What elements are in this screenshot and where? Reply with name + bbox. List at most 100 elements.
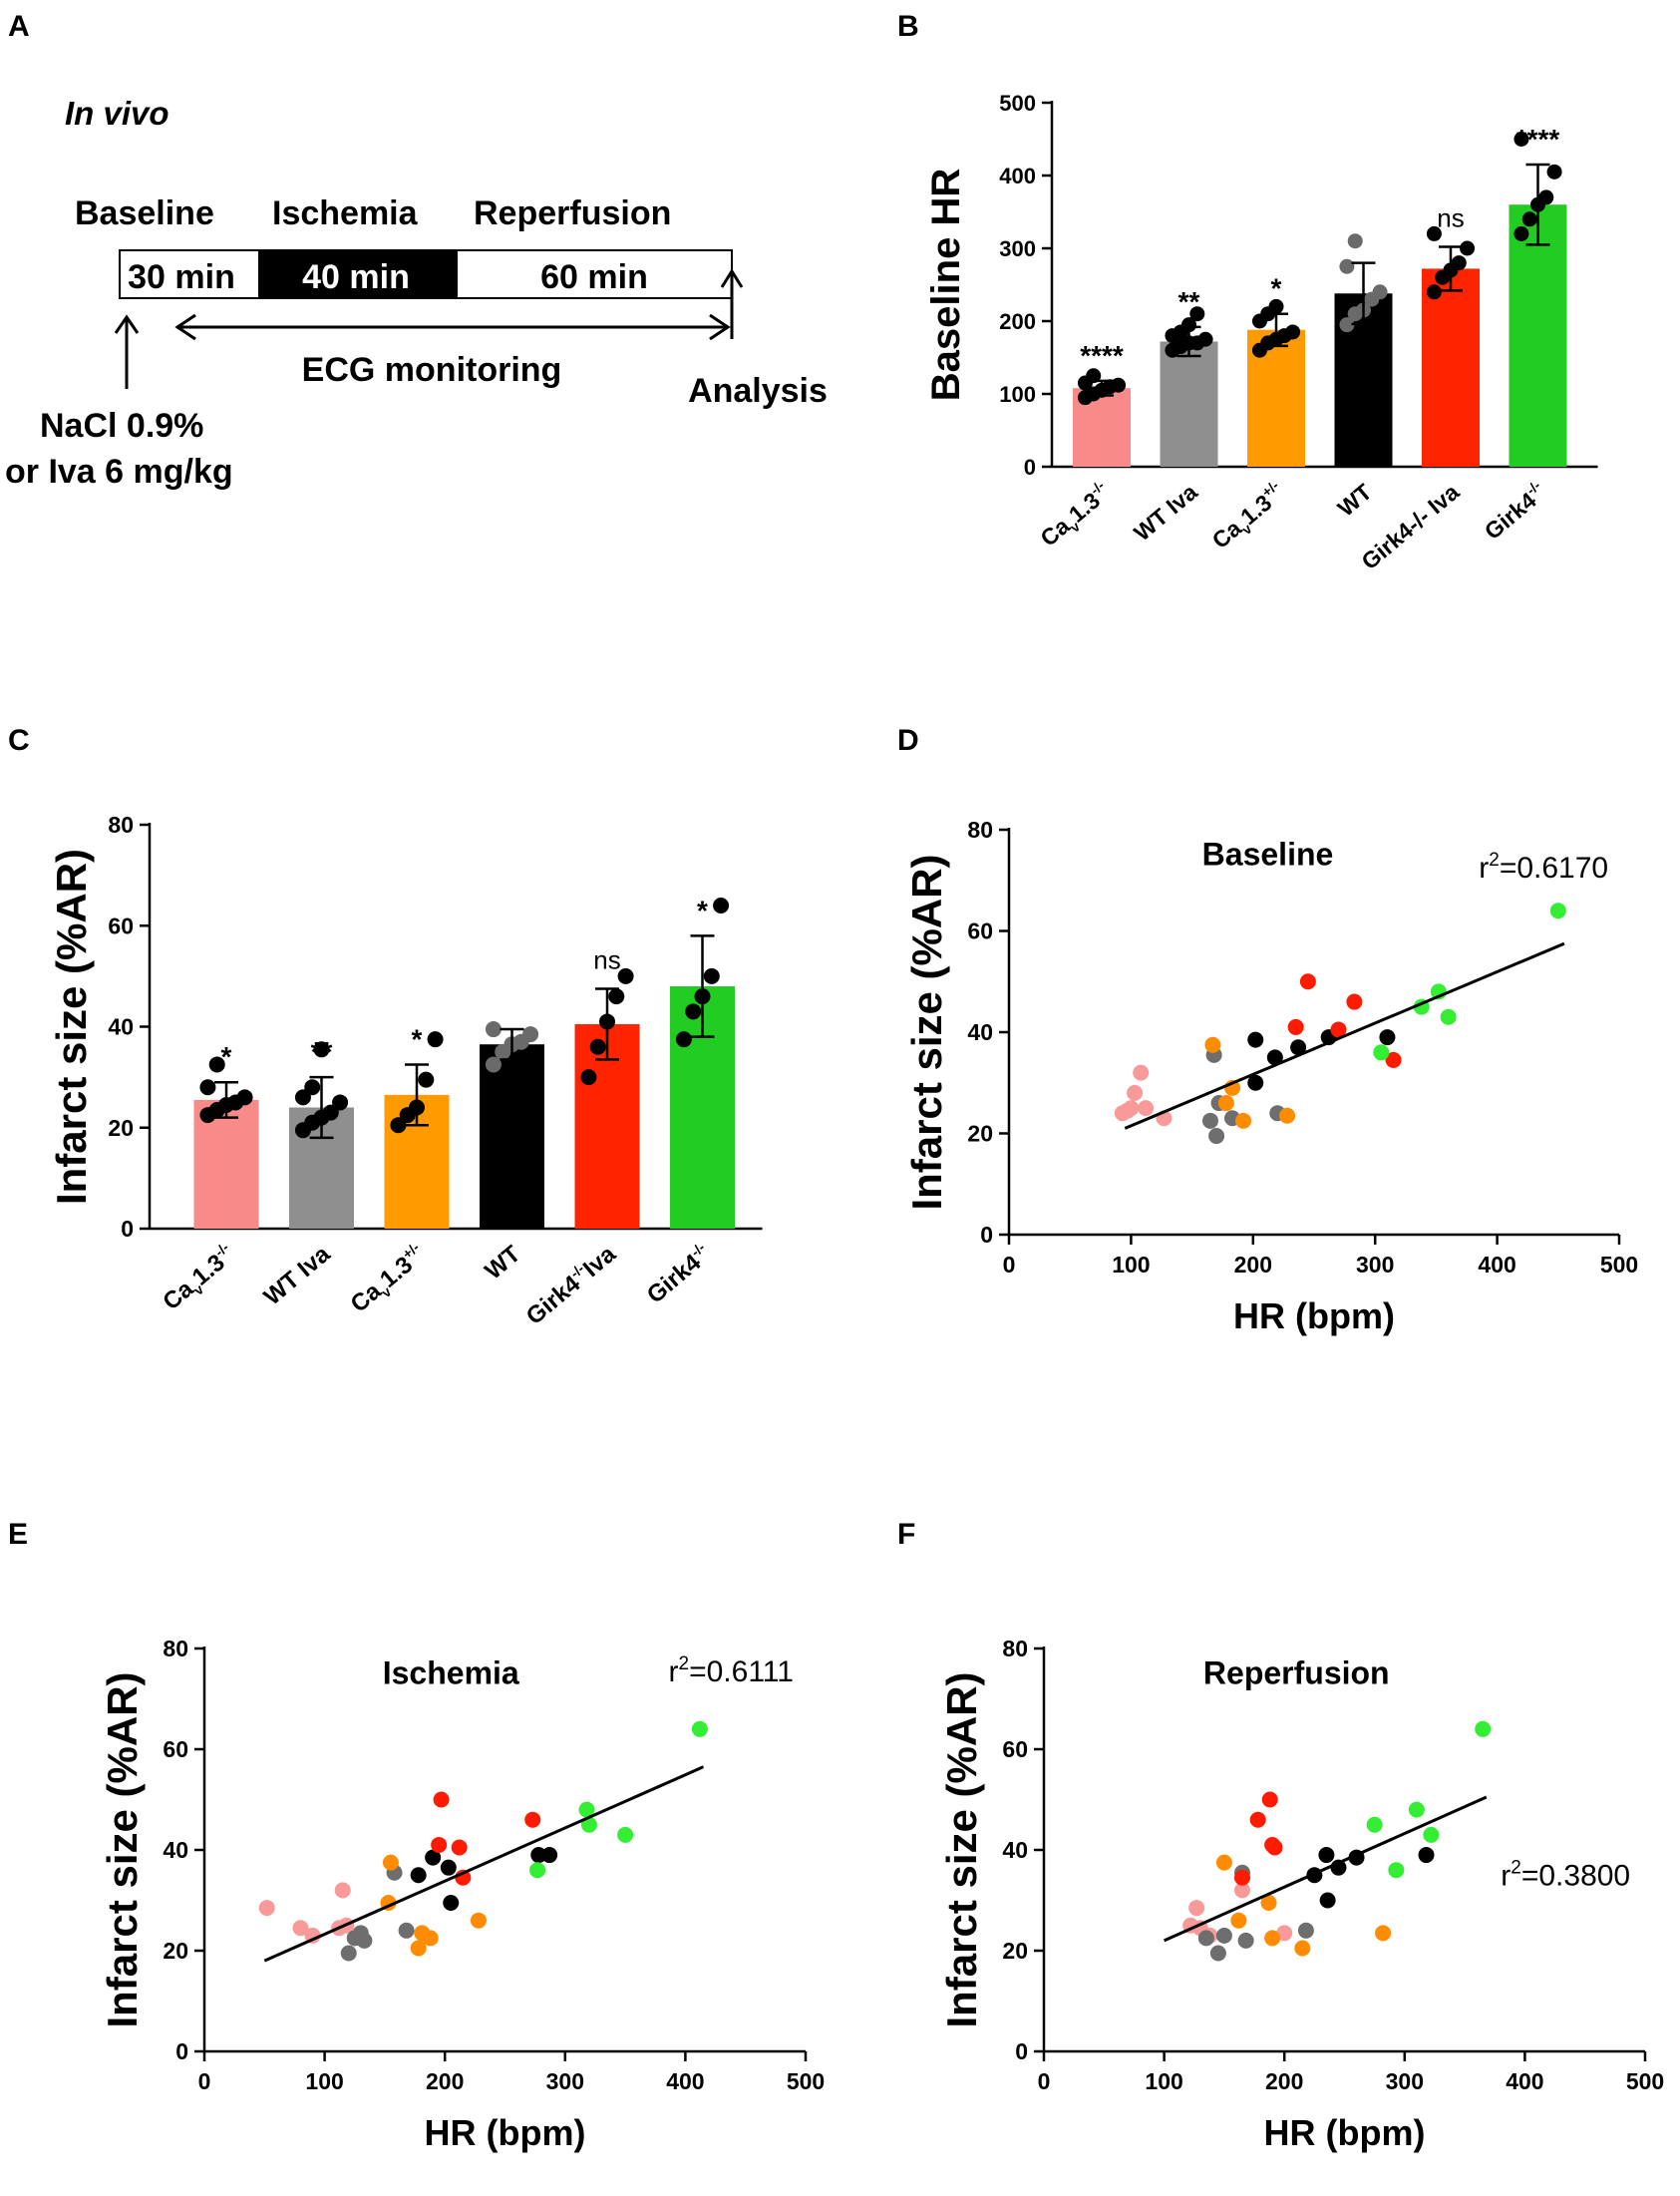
data-point bbox=[1318, 1847, 1335, 1864]
y-tick-label: 0 bbox=[1015, 2038, 1028, 2064]
data-point bbox=[451, 1839, 468, 1856]
data-point bbox=[1233, 1869, 1250, 1886]
x-axis-label: HR (bpm) bbox=[425, 2112, 586, 2153]
data-point bbox=[1423, 1826, 1440, 1843]
data-point bbox=[340, 1945, 357, 1962]
data-point bbox=[1247, 1031, 1264, 1048]
data-point bbox=[691, 1720, 708, 1737]
bar bbox=[1160, 341, 1218, 467]
data-point bbox=[425, 1849, 442, 1866]
category-text: Iva bbox=[578, 1241, 621, 1283]
duration-ischemia: 40 min bbox=[302, 258, 410, 296]
y-axis-label: Infarct size (%AR) bbox=[48, 849, 95, 1205]
data-point bbox=[1123, 1100, 1140, 1117]
data-point bbox=[1339, 258, 1355, 274]
data-point bbox=[1513, 225, 1529, 241]
data-point bbox=[1188, 1900, 1205, 1917]
x-tick-label: 400 bbox=[1478, 1252, 1515, 1278]
data-point bbox=[1285, 324, 1301, 340]
y-tick-label: 80 bbox=[108, 812, 134, 838]
y-tick-label: 400 bbox=[999, 164, 1036, 188]
data-point bbox=[1546, 164, 1562, 180]
x-tick-label: 200 bbox=[426, 2068, 464, 2094]
x-tick-label: 100 bbox=[305, 2068, 343, 2094]
duration-baseline: 30 min bbox=[128, 258, 235, 296]
y-tick-label: 500 bbox=[999, 91, 1036, 116]
category-label: Cav1.3+/- bbox=[1205, 477, 1292, 556]
data-point bbox=[1287, 1018, 1304, 1035]
chart-title: Reperfusion bbox=[1203, 1654, 1390, 1690]
data-point bbox=[304, 1927, 321, 1944]
phase-label-ischemia: Ischemia bbox=[272, 194, 419, 232]
bar bbox=[1509, 204, 1567, 467]
data-point bbox=[1138, 1100, 1155, 1117]
data-point bbox=[1513, 132, 1529, 147]
category-label: Girk4-/- bbox=[1479, 477, 1551, 545]
data-point bbox=[292, 1920, 309, 1937]
significance-label: ** bbox=[311, 1036, 333, 1067]
data-point bbox=[485, 1021, 502, 1038]
reperfusion-scatter-chart: 0 20 40 60 80 0 100 200 300 400 500 HR (bpm) Infarct… bbox=[938, 1636, 1664, 2153]
data-point bbox=[322, 1104, 339, 1121]
data-point bbox=[1181, 317, 1196, 333]
data-point bbox=[1197, 1930, 1214, 1947]
data-point bbox=[1260, 1895, 1277, 1912]
data-point bbox=[1373, 1044, 1390, 1061]
x-tick-label: 100 bbox=[1145, 2068, 1182, 2094]
injection-line-1: NaCl 0.9% bbox=[40, 407, 203, 445]
data-point bbox=[1133, 1064, 1150, 1081]
data-point bbox=[1346, 993, 1363, 1010]
data-point bbox=[1268, 298, 1284, 314]
chart-title: Ischemia bbox=[383, 1654, 519, 1690]
panel-label-d: D bbox=[897, 724, 919, 757]
r-squared-superscript: 2 bbox=[1511, 1857, 1521, 1878]
data-point bbox=[1366, 1816, 1383, 1833]
data-point bbox=[410, 1867, 427, 1884]
data-point bbox=[1538, 189, 1554, 205]
data-point bbox=[1385, 1051, 1402, 1068]
x-axis-label: HR (bpm) bbox=[1233, 1295, 1395, 1336]
baseline-hr-bar-chart: 0 100 200 300 400 500 Baseline HR **** Cav1.3-/-… bbox=[924, 91, 1598, 574]
analysis-arrow-icon bbox=[720, 268, 744, 339]
data-point bbox=[1247, 1074, 1264, 1091]
significance-label: ns bbox=[1437, 203, 1464, 233]
panel-label-f: F bbox=[897, 1518, 915, 1551]
data-point bbox=[1299, 973, 1316, 990]
category-text: Ca bbox=[1035, 513, 1074, 551]
significance-label: **** bbox=[1080, 340, 1124, 371]
data-point bbox=[1189, 306, 1205, 322]
panel-label-a: A bbox=[8, 10, 30, 43]
data-point bbox=[1279, 1107, 1296, 1124]
data-point bbox=[1249, 1811, 1266, 1828]
phase-label-reperfusion: Reperfusion bbox=[474, 194, 671, 232]
y-tick-label: 60 bbox=[1002, 1736, 1028, 1762]
timeline-title: In vivo bbox=[65, 95, 169, 132]
data-point bbox=[1330, 1021, 1347, 1038]
data-point bbox=[313, 1041, 330, 1058]
category-text: Ca bbox=[158, 1275, 198, 1315]
y-tick-label: 80 bbox=[163, 1636, 188, 1661]
category-label: Girk4-/- bbox=[641, 1239, 717, 1308]
y-tick-label: 0 bbox=[121, 1216, 134, 1242]
y-axis-label: Infarct size (%AR) bbox=[938, 1671, 985, 2027]
r-squared-text: =0.6111 bbox=[689, 1655, 794, 1688]
category-label: Cav1.3-/- bbox=[1034, 477, 1118, 554]
data-point bbox=[1460, 240, 1476, 256]
r-squared-text: r bbox=[669, 1655, 679, 1688]
chart-title: Baseline bbox=[1202, 837, 1334, 873]
category-text: WT Iva bbox=[259, 1240, 336, 1310]
bar bbox=[1422, 268, 1480, 467]
x-tick-label: 100 bbox=[1112, 1252, 1150, 1278]
data-point bbox=[443, 1895, 460, 1912]
data-point bbox=[1549, 903, 1566, 919]
significance-label: * bbox=[697, 895, 708, 925]
reperfusion-segment bbox=[456, 249, 733, 299]
data-point bbox=[236, 1089, 253, 1106]
data-point bbox=[529, 1862, 546, 1879]
category-text: Ca bbox=[1207, 515, 1246, 553]
y-tick-label: 0 bbox=[1024, 455, 1036, 480]
category-label: WT bbox=[1333, 479, 1377, 522]
r-squared-label: r2=0.3800 bbox=[1501, 1857, 1630, 1892]
data-point bbox=[608, 988, 625, 1005]
